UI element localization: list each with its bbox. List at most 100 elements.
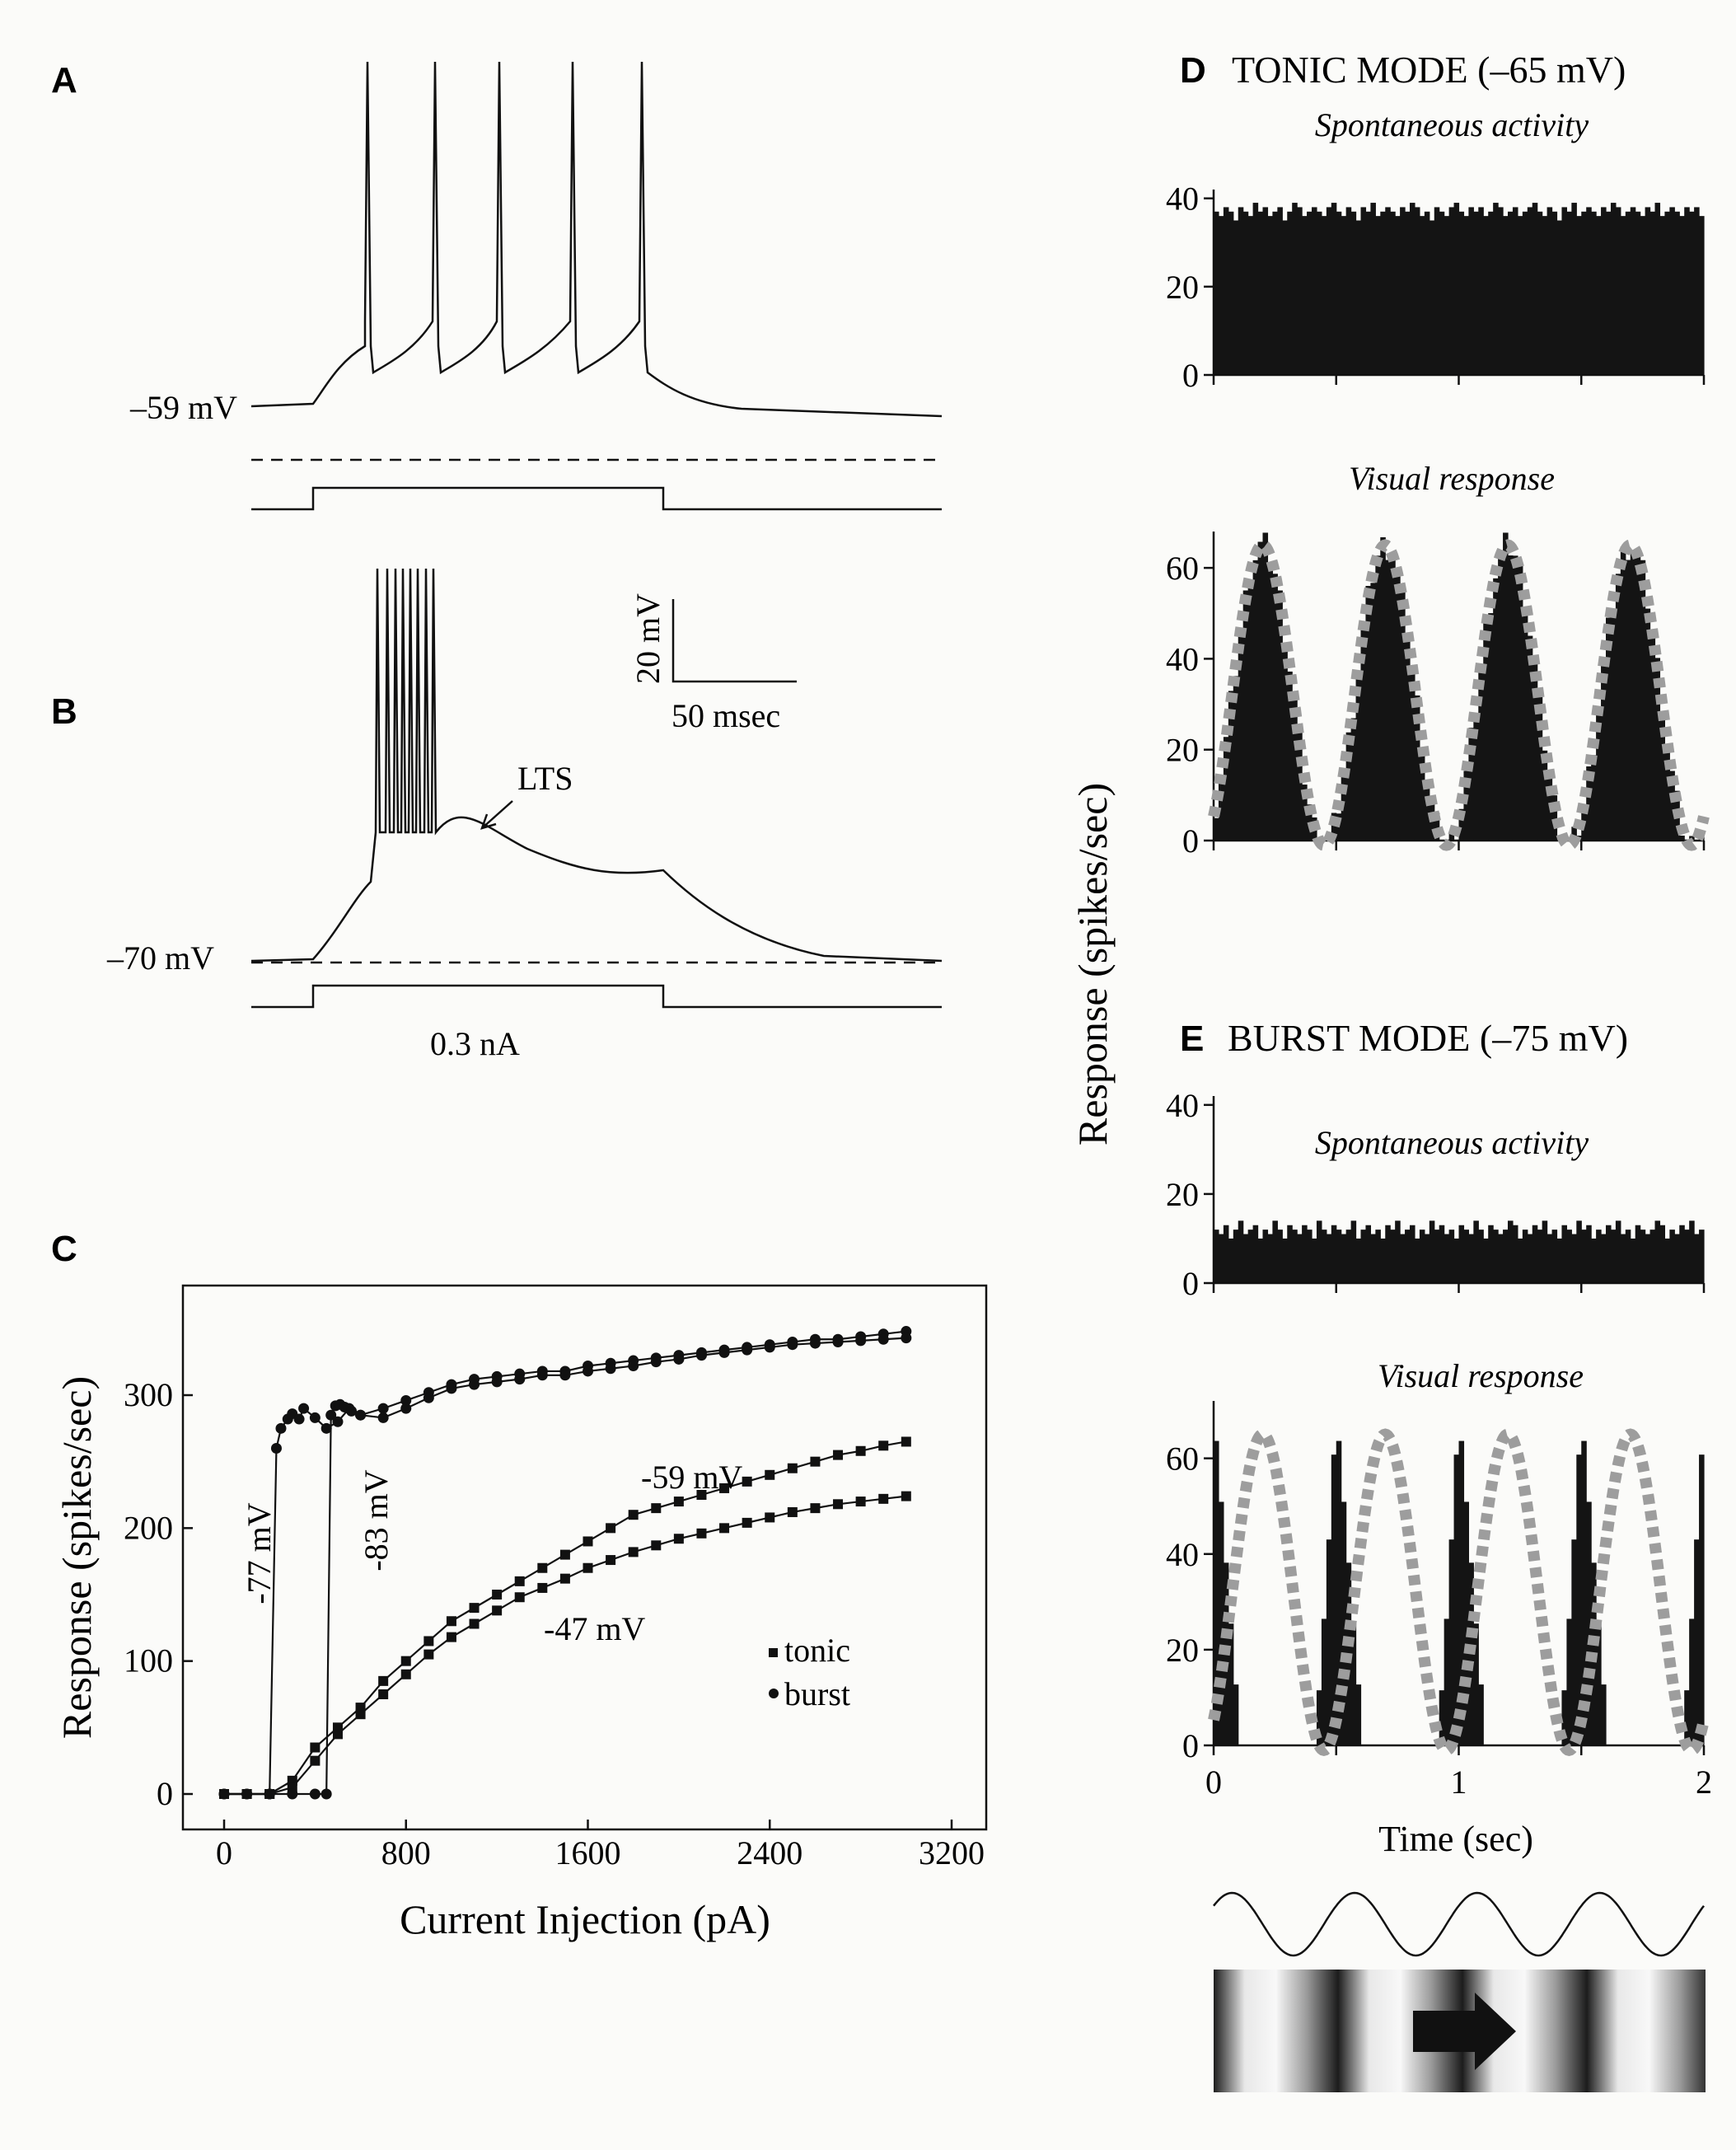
current-label: 0.3 nA [430,1025,520,1062]
point-0-15 [559,1549,570,1560]
e-spont-bar-92 [1664,1238,1670,1283]
point-3-34 [877,1333,889,1345]
d-spont-bar-97 [1689,211,1695,375]
d-spont-bar-81 [1610,203,1617,375]
point-1-13 [514,1592,525,1603]
d-spont-bar-1 [1218,216,1224,375]
y-tick-label-3: 300 [124,1376,173,1413]
e-visual-bar-98 [1694,1539,1700,1745]
hist-e-spont: 0 20 40 [1166,1087,1706,1302]
d-visual-bar-87 [1640,560,1646,841]
e-spont-bar-10 [1262,1230,1269,1283]
d-spont-bar-28 [1350,211,1357,375]
e-spont-bar-79 [1601,1234,1607,1283]
d-visual-bar-73 [1571,827,1577,841]
d-visual-bar-82 [1615,574,1621,841]
e-spont-bar-36 [1390,1230,1396,1283]
d-visual-bar-92 [1664,746,1670,841]
e-spont-ytick-label-0: 0 [1182,1265,1199,1302]
e-visual-bar-97 [1689,1618,1695,1745]
d-visual-bar-50 [1458,808,1465,841]
e-visual-bar-28 [1350,1623,1357,1745]
d-visual-bar-32 [1370,583,1376,841]
e-spont-bar-62 [1517,1238,1523,1283]
e-visual-bar-51 [1463,1501,1469,1745]
e-spont-bar-3 [1228,1238,1234,1283]
d-spont-bar-39 [1405,211,1411,375]
point-1-20 [673,1534,684,1544]
e-visual-bar-26 [1341,1501,1347,1745]
point-0-4 [310,1742,321,1753]
d-visual-bar-84 [1625,560,1631,841]
point-1-25 [787,1506,798,1517]
d-spont-bar-71 [1561,207,1567,375]
d-spont-bar-45 [1434,207,1440,375]
d-spont-bar-53 [1473,211,1479,375]
point-1-15 [559,1573,570,1584]
x-tick-label-4: 3200 [919,1834,985,1871]
e-visual-bar-24 [1331,1454,1337,1745]
d-spont-bar-25 [1336,211,1342,375]
point-1-30 [901,1491,911,1501]
d-spont-bar-7 [1247,216,1254,375]
point-2-8 [298,1403,310,1414]
e-spont-bar-27 [1345,1230,1352,1283]
e-spont-bar-93 [1669,1230,1675,1283]
d-visual-bar-56 [1488,613,1494,841]
e-spont-bar-47 [1444,1234,1450,1283]
e-spont-bar-66 [1537,1230,1543,1283]
e-spont-bar-89 [1649,1230,1656,1283]
point-3-4 [309,1788,321,1800]
d-visual-bar-11 [1267,564,1273,841]
e-visual-bar-0 [1214,1440,1219,1745]
e-spont-bar-2 [1223,1225,1229,1283]
d-spont-bar-89 [1649,211,1656,375]
e-spont-bar-15 [1287,1225,1293,1283]
point-3-11 [355,1409,367,1421]
point-0-12 [492,1590,503,1600]
point-3-17 [491,1376,503,1388]
d-spont-bar-78 [1596,216,1602,375]
e-spont-bar-61 [1512,1225,1518,1283]
point-3-10 [346,1405,358,1417]
d-visual-bar-60 [1508,555,1514,841]
e-spont-bar-97 [1689,1220,1695,1283]
d-spont-bar-12 [1272,211,1278,375]
d-visual-bar-79 [1601,662,1607,841]
point-3-35 [901,1333,912,1344]
e-spont-bar-78 [1596,1230,1602,1283]
point-1-18 [628,1547,639,1557]
d-visual-bar-12 [1272,574,1278,841]
e-visual-bar-29 [1355,1684,1362,1745]
e-spont-bar-0 [1214,1230,1219,1283]
annot-83mv: -83 mV [358,1469,395,1571]
e-spont-bar-86 [1635,1225,1641,1283]
visual-label-e: Visual response [1378,1357,1584,1394]
d-visual-bar-8 [1252,560,1259,841]
title-d: TONIC MODE (–65 mV) [1232,49,1626,91]
panel-letter-b: B [51,691,77,732]
d-visual-bar-52 [1468,728,1474,841]
e-spont-bar-98 [1694,1234,1700,1283]
e-spont-bar-4 [1233,1230,1239,1283]
e-spont-bar-42 [1419,1230,1425,1283]
point-1-28 [855,1497,866,1507]
legend-burst-marker [769,1689,779,1698]
point-3-20 [559,1370,571,1381]
legend-burst-label: burst [784,1675,850,1712]
e-spont-bar-35 [1385,1225,1391,1283]
d-visual-bar-39 [1405,640,1411,841]
point-3-27 [718,1347,730,1358]
point-3-0 [218,1788,230,1800]
legend-tonic-label: tonic [784,1632,850,1669]
d-spont-bar-4 [1233,220,1239,375]
e-spont-bar-95 [1679,1225,1685,1283]
e-spont-bar-99 [1699,1230,1705,1283]
e-visual-bar-78 [1596,1623,1602,1745]
hist-d-visual: 0 20 40 60 [1166,532,1710,860]
e-spont-ytick-label-1: 20 [1166,1176,1199,1213]
trace-b-current-step [251,984,942,1009]
e-visual-bar-4 [1233,1684,1239,1745]
chart-c-ticks: 0 800 1600 2400 3200 0 100 200 300 [124,1376,985,1871]
d-visual-bar-76 [1586,766,1592,841]
